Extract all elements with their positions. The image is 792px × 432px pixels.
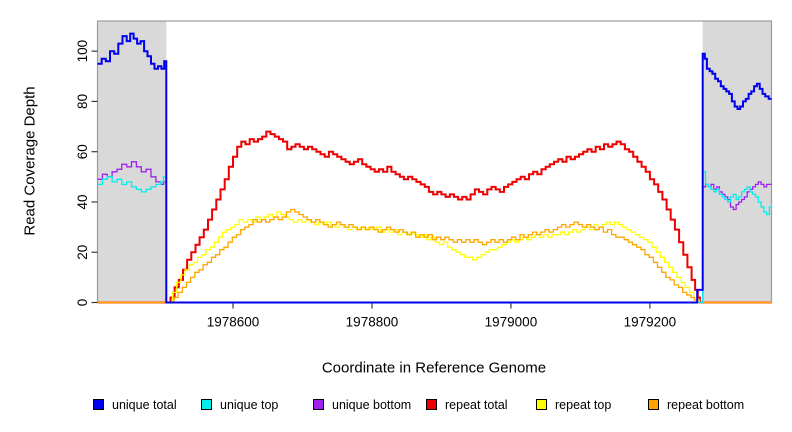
- shaded-region-1: [702, 21, 772, 303]
- line-repeat-total: [97, 130, 772, 304]
- x-tick-label: 1979200: [624, 315, 677, 330]
- unique-top-swatch-icon: [201, 399, 212, 410]
- x-tick-label: 1978800: [346, 315, 399, 330]
- legend-label: repeat top: [555, 397, 612, 412]
- plot-box: [96, 20, 773, 304]
- y-tick-label: 40: [75, 194, 90, 209]
- x-tick-label: 1978600: [207, 315, 260, 330]
- line-repeat-top: [97, 211, 772, 304]
- y-axis-title: Read Coverage Depth: [21, 86, 39, 236]
- legend-item-repeat-total: repeat total: [426, 397, 508, 412]
- legend-item-repeat-top: repeat top: [536, 397, 611, 412]
- unique-total-swatch-icon: [93, 399, 104, 410]
- line-unique-total: [97, 32, 772, 304]
- legend-label: unique total: [112, 397, 177, 412]
- legend-item-unique-bottom: unique bottom: [313, 397, 411, 412]
- x-tick-label: 1979000: [485, 315, 538, 330]
- repeat-total-swatch-icon: [426, 399, 437, 410]
- legend-label: repeat total: [445, 397, 508, 412]
- y-tick-label: 80: [75, 94, 90, 109]
- y-tick-label: 100: [75, 40, 90, 63]
- legend-label: repeat bottom: [667, 397, 745, 412]
- legend-item-unique-total: unique total: [93, 397, 177, 412]
- legend-item-unique-top: unique top: [201, 397, 278, 412]
- repeat-bottom-swatch-icon: [648, 399, 659, 410]
- line-unique-top: [97, 171, 773, 304]
- repeat-top-swatch-icon: [536, 399, 547, 410]
- unique-bottom-swatch-icon: [313, 399, 324, 410]
- y-tick-label: 60: [75, 144, 90, 159]
- legend-item-repeat-bottom: repeat bottom: [648, 397, 744, 412]
- line-unique-bottom: [97, 161, 772, 304]
- x-axis-title: Coordinate in Reference Genome: [321, 359, 547, 377]
- line-repeat-bottom: [97, 208, 772, 304]
- y-tick-label: 20: [75, 245, 90, 260]
- legend-label: unique bottom: [332, 397, 412, 412]
- y-tick-label: 0: [75, 299, 90, 307]
- legend-label: unique top: [220, 397, 279, 412]
